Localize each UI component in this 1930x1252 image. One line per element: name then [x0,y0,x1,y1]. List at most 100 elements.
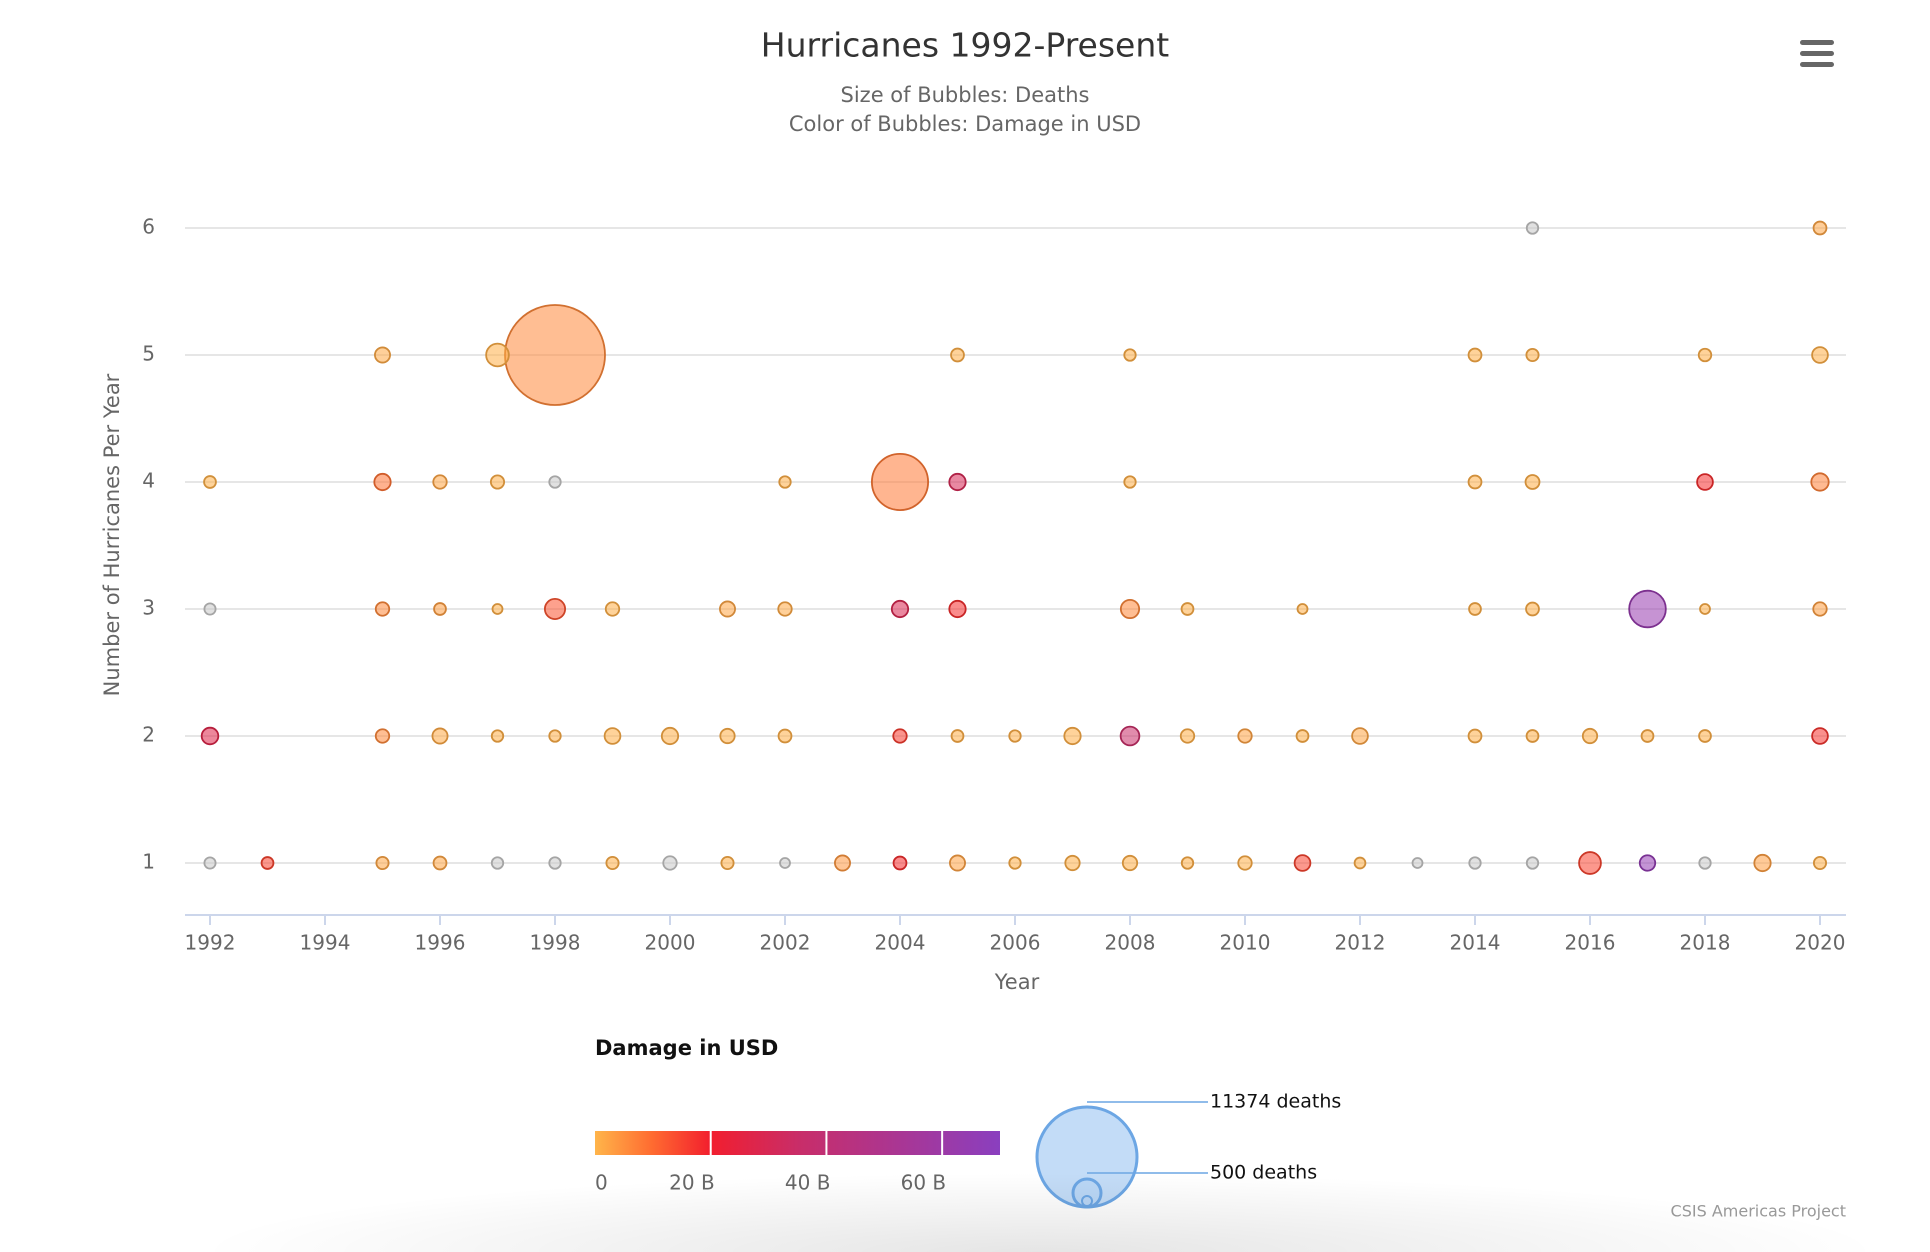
hurricane-bubble[interactable] [1812,601,1828,617]
hurricane-bubble[interactable] [890,599,910,619]
hurricane-bubble[interactable] [1467,474,1483,490]
hurricane-bubble[interactable] [871,452,930,511]
hurricane-bubble[interactable] [779,857,791,869]
hurricane-bubble[interactable] [1064,854,1081,872]
hurricane-bubble[interactable] [603,727,622,745]
hurricane-bubble[interactable] [948,472,967,492]
hurricane-bubble[interactable] [260,856,275,870]
hurricane-bubble[interactable] [720,855,735,871]
hurricane-bubble[interactable] [373,472,392,492]
hurricane-bubble[interactable] [1525,347,1540,363]
hurricane-bubble[interactable] [203,475,217,489]
hurricane-bubble[interactable] [604,601,621,617]
hurricane-bubble[interactable] [1008,856,1022,870]
hurricane-bubble[interactable] [950,347,965,363]
hurricane-bubble[interactable] [1351,727,1369,745]
hurricane-bubble[interactable] [548,729,562,743]
hurricane-bubble[interactable] [1063,726,1082,746]
hurricane-bubble[interactable] [834,854,851,872]
hurricane-bubble[interactable] [432,855,448,871]
hurricane-bubble[interactable] [374,728,391,744]
hurricane-bubble[interactable] [490,856,505,870]
hurricane-bubble[interactable] [892,855,908,871]
hurricane-bubble[interactable] [1525,856,1540,870]
hurricane-bubble[interactable] [1467,347,1483,363]
hurricane-bubble[interactable] [1812,855,1828,871]
credits-link[interactable]: CSIS Americas Project [1671,1202,1846,1221]
hurricane-bubble[interactable] [548,856,562,870]
hurricane-bubble[interactable] [605,855,620,871]
hurricane-bubble[interactable] [1698,729,1712,743]
hurricane-bubble[interactable] [491,603,504,615]
hurricane-bubble[interactable] [485,342,510,368]
hurricane-bubble[interactable] [375,855,390,871]
hurricane-bubble[interactable] [548,475,562,489]
hurricane-bubble[interactable] [1237,855,1253,871]
chart-subtitle-line-1: Size of Bubbles: Deaths [841,83,1090,107]
hurricane-bubble[interactable] [1121,854,1139,872]
hurricane-bubble[interactable] [1468,856,1482,870]
hurricane-bubble[interactable] [1524,474,1541,490]
hurricane-bubble[interactable] [431,727,449,745]
hurricane-bubble[interactable] [1811,346,1829,364]
y-tick-label: 6 [142,215,155,239]
hurricane-bubble[interactable] [662,855,678,871]
hurricane-bubble[interactable] [1525,729,1540,743]
hurricane-bubble[interactable] [1123,475,1137,489]
hurricane-bubble[interactable] [948,599,967,619]
hurricane-bubble[interactable] [778,475,792,489]
hurricane-bubble[interactable] [1119,598,1141,620]
hurricane-bubble[interactable] [1411,857,1424,869]
hurricane-bubble[interactable] [504,304,606,406]
hurricane-bubble[interactable] [433,602,447,616]
hamburger-menu-icon[interactable] [1800,40,1834,67]
hurricane-bubble[interactable] [489,474,506,490]
hurricane-bubble[interactable] [950,729,965,743]
hurricane-bubble[interactable] [1467,728,1483,744]
hurricane-bubble[interactable] [1296,603,1309,615]
hurricane-bubble[interactable] [203,602,217,616]
hurricane-bubble[interactable] [1753,853,1772,873]
hurricane-bubble[interactable] [1581,727,1599,745]
x-tick-label: 2014 [1450,931,1501,955]
hurricane-bubble[interactable] [1179,728,1196,744]
hurricane-bubble[interactable] [1640,729,1655,743]
hurricane-bubble[interactable] [1638,854,1657,872]
hurricane-bubble[interactable] [1180,856,1195,870]
hurricane-bubble[interactable] [1810,472,1830,492]
hurricane-bubble[interactable] [1628,589,1667,629]
hurricane-bubble[interactable] [490,729,505,743]
hurricane-bubble[interactable] [1180,602,1195,616]
hurricane-bubble[interactable] [432,474,448,490]
hurricane-bubble[interactable] [660,726,680,746]
hurricane-bubble[interactable] [777,728,793,744]
hurricane-bubble[interactable] [1119,725,1141,747]
hurricane-bubble[interactable] [543,597,567,621]
hurricane-bubble[interactable] [1353,856,1367,870]
hurricane-bubble[interactable] [892,728,908,744]
hurricane-bubble[interactable] [1697,347,1713,363]
hurricane-bubble[interactable] [719,727,736,745]
hurricane-bubble[interactable] [200,726,220,746]
hurricane-bubble[interactable] [1525,221,1540,235]
hurricane-bubble[interactable] [719,600,736,618]
color-legend-tick-label: 40 B [785,1171,831,1195]
hurricane-bubble[interactable] [203,856,217,870]
hurricane-bubble[interactable] [1008,729,1022,743]
hurricane-bubble[interactable] [374,601,391,617]
hurricane-bubble[interactable] [949,854,966,872]
hurricane-bubble[interactable] [777,601,793,617]
hurricane-bubble[interactable] [1293,854,1312,872]
hurricane-bubble[interactable] [1468,602,1482,616]
hurricane-bubble[interactable] [1295,729,1310,743]
hurricane-bubble[interactable] [1699,603,1711,615]
hurricane-bubble[interactable] [1812,220,1828,236]
hurricane-bubble[interactable] [1696,473,1714,491]
hurricane-bubble[interactable] [1123,348,1137,362]
hurricane-bubble[interactable] [1237,728,1253,744]
hurricane-bubble[interactable] [1578,851,1602,875]
hurricane-bubble[interactable] [1811,727,1829,745]
hurricane-bubble[interactable] [1698,856,1712,870]
hurricane-bubble[interactable] [374,346,391,364]
hurricane-bubble[interactable] [1525,601,1540,617]
